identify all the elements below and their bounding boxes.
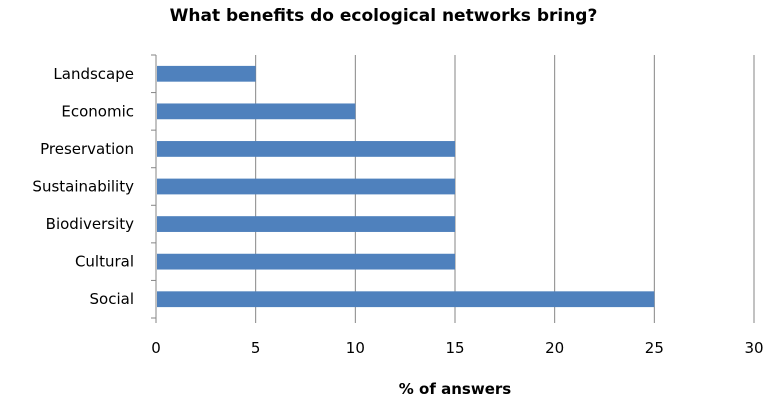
x-tick-label: 15	[445, 339, 464, 357]
x-tick-label: 0	[151, 339, 161, 357]
chart-title: What benefits do ecological networks bri…	[169, 6, 598, 26]
category-label: Landscape	[53, 65, 134, 83]
bar-preservation	[157, 141, 455, 157]
bar-economic	[157, 103, 356, 120]
bar-social	[157, 291, 655, 308]
category-label: Preservation	[40, 140, 134, 158]
bar-biodiversity	[157, 216, 455, 232]
x-tick-label: 30	[744, 339, 763, 357]
x-tick-label: 25	[645, 339, 664, 357]
x-axis-label: % of answers	[398, 380, 512, 398]
category-label: Sustainability	[32, 178, 134, 196]
x-tick-label: 20	[545, 339, 564, 357]
x-tick-label: 10	[346, 339, 365, 357]
category-label: Cultural	[75, 253, 134, 271]
bar-landscape	[157, 65, 256, 82]
bar-cultural	[157, 253, 455, 270]
category-label: Biodiversity	[46, 215, 134, 233]
category-label: Social	[90, 290, 134, 308]
category-label: Economic	[61, 102, 134, 120]
x-tick-label: 5	[251, 339, 261, 357]
bar-sustainability	[157, 178, 455, 195]
